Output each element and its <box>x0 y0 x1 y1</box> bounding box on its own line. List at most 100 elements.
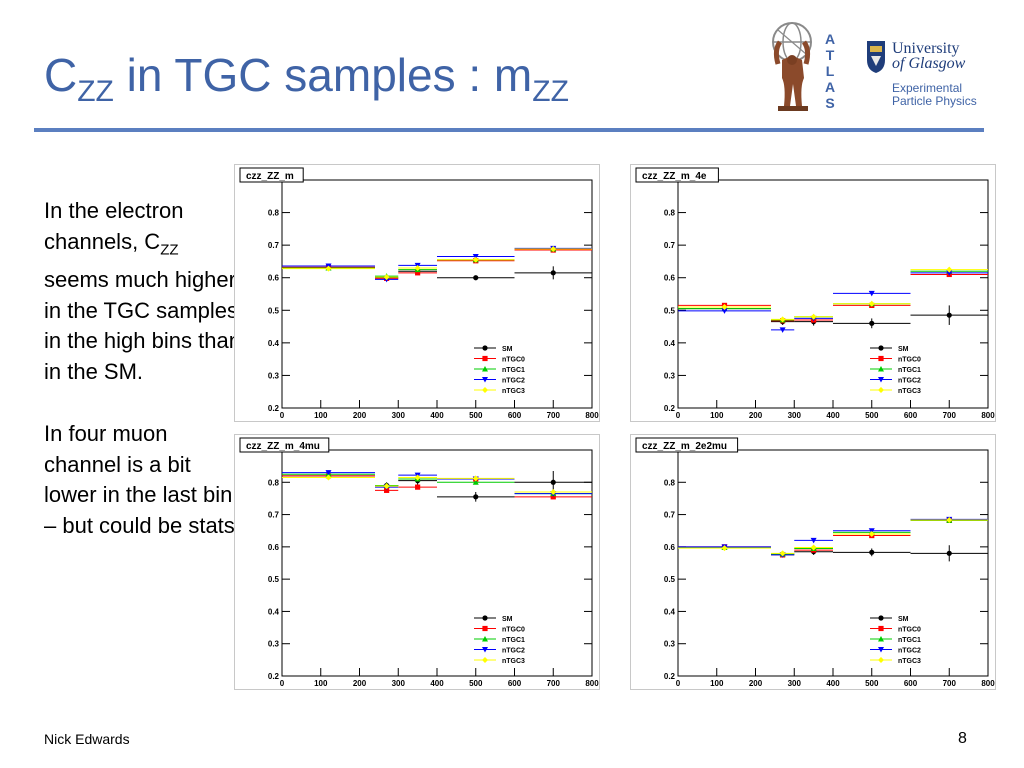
point-marker <box>550 494 556 500</box>
legend-label: nTGC0 <box>502 627 525 634</box>
y-tick-label: 0.6 <box>664 543 676 552</box>
legend-entry-ntgc1: nTGC1 <box>870 366 921 374</box>
legend-label: nTGC3 <box>898 658 921 665</box>
x-tick-label: 400 <box>430 679 444 688</box>
point-marker <box>325 265 332 272</box>
chart-title-box <box>635 167 719 183</box>
legend-label: nTGC1 <box>898 367 921 374</box>
atlas-letter-t: T <box>826 47 835 63</box>
y-tick-label: 0.3 <box>268 371 280 380</box>
point-marker <box>383 483 390 490</box>
point-marker <box>878 636 884 642</box>
point-marker <box>868 530 875 537</box>
x-tick-label: 0 <box>280 411 285 420</box>
point-marker <box>414 474 421 481</box>
legend-entry-ntgc0: nTGC0 <box>474 625 525 634</box>
legend-entry-ntgc0: nTGC0 <box>870 355 921 364</box>
x-tick-label: 800 <box>585 679 599 688</box>
point-marker <box>868 290 875 297</box>
point-marker <box>472 254 479 260</box>
point-marker <box>878 647 884 653</box>
x-tick-label: 100 <box>710 679 724 688</box>
legend-entry-ntgc3: nTGC3 <box>474 387 525 395</box>
point-marker <box>550 270 556 276</box>
x-tick-label: 400 <box>826 411 840 420</box>
y-tick-label: 0.4 <box>664 339 676 348</box>
paragraph-electron-channels: In the electron channels, CZZ seems much… <box>44 196 244 387</box>
legend-label: nTGC0 <box>898 357 921 364</box>
chart-title-box <box>635 437 739 453</box>
university-of-glasgow-logo: University of Glasgow Experimental Parti… <box>866 40 986 110</box>
point-marker <box>946 517 953 524</box>
y-tick-label: 0.7 <box>268 511 280 520</box>
point-marker <box>482 345 488 351</box>
chart-title: czz_ZZ_m_2e2mu <box>642 441 727 452</box>
point-marker <box>946 266 953 273</box>
legend-label: nTGC2 <box>898 378 921 385</box>
atlas-letter-a2: A <box>825 79 835 95</box>
chart-title: czz_ZZ_m_4mu <box>246 441 320 452</box>
point-marker <box>550 479 556 485</box>
legend-entry-ntgc2: nTGC2 <box>870 377 921 385</box>
y-tick-label: 0.3 <box>268 640 280 649</box>
y-tick-label: 0.4 <box>268 339 280 348</box>
x-tick-label: 600 <box>904 679 918 688</box>
chart-canvas <box>234 164 600 422</box>
point-marker <box>878 625 884 632</box>
x-tick-label: 0 <box>676 411 681 420</box>
paragraph-1-subscript: ZZ <box>160 240 179 258</box>
paragraph-1-text: In the electron channels, C <box>44 198 184 254</box>
uog-name-line1: University <box>892 40 960 57</box>
legend-label: nTGC3 <box>502 388 525 395</box>
point-marker <box>721 308 728 314</box>
y-tick-label: 0.2 <box>268 404 280 413</box>
legend-entry-sm: SM <box>870 345 909 353</box>
legend-label: nTGC0 <box>898 627 921 634</box>
point-marker <box>550 246 557 253</box>
atlas-letter-a: A <box>825 31 835 47</box>
point-marker <box>472 256 479 263</box>
chart-czz-zz-m-4e: czz_ZZ_m_4e 0.2 0.3 0.4 0.5 0.6 0.7 0.8 0 100 200 3… <box>630 164 996 422</box>
x-tick-label: 500 <box>469 679 483 688</box>
y-tick-label: 0.2 <box>268 672 280 681</box>
page-number: 8 <box>958 730 967 747</box>
legend-entry-ntgc1: nTGC1 <box>870 636 921 644</box>
point-marker <box>414 264 421 271</box>
legend-entry-sm: SM <box>870 615 909 623</box>
x-tick-label: 800 <box>981 411 995 420</box>
chart-czz-zz-m: czz_ZZ_m 0.2 0.3 0.4 0.5 0.6 0.7 0.8 0 100 200 300 4… <box>234 164 600 422</box>
point-marker <box>415 484 421 490</box>
legend-label: nTGC1 <box>502 637 525 644</box>
point-marker <box>869 320 875 326</box>
y-tick-label: 0.4 <box>268 607 280 616</box>
uog-dept-line1: Experimental <box>892 81 963 95</box>
y-tick-label: 0.6 <box>664 274 676 283</box>
atlas-letter-s: S <box>825 95 834 111</box>
point-marker <box>384 487 390 493</box>
point-marker <box>482 647 488 653</box>
title-subscript-zz-2: ZZ <box>532 75 569 108</box>
legend-entry-ntgc0: nTGC0 <box>870 625 921 634</box>
legend-entry-sm: SM <box>474 615 513 623</box>
legend-label: nTGC0 <box>502 357 525 364</box>
point-marker <box>810 537 817 544</box>
atlas-logo: A T L A S <box>772 22 835 111</box>
x-tick-label: 700 <box>547 679 561 688</box>
legend-label: SM <box>898 346 909 353</box>
x-tick-label: 800 <box>585 411 599 420</box>
point-marker <box>878 355 884 362</box>
point-marker <box>550 488 557 495</box>
title-subscript-zz: ZZ <box>77 75 114 108</box>
x-tick-label: 600 <box>508 411 522 420</box>
slide-title: CZZ in TGC samples : mZZ <box>44 52 569 107</box>
legend-label: nTGC2 <box>502 648 525 655</box>
y-tick-label: 0.3 <box>664 371 676 380</box>
legend-entry-ntgc2: nTGC2 <box>474 377 525 385</box>
chart-czz-zz-m-2e2mu: czz_ZZ_m_2e2mu 0.2 0.3 0.4 0.5 0.6 0.7 0.8 0 100 2… <box>630 434 996 690</box>
x-tick-label: 800 <box>981 679 995 688</box>
y-tick-label: 0.6 <box>268 543 280 552</box>
point-marker <box>810 313 817 320</box>
legend-entry-ntgc3: nTGC3 <box>870 387 921 395</box>
legend-entry-ntgc1: nTGC1 <box>474 636 525 644</box>
x-tick-label: 100 <box>314 411 328 420</box>
